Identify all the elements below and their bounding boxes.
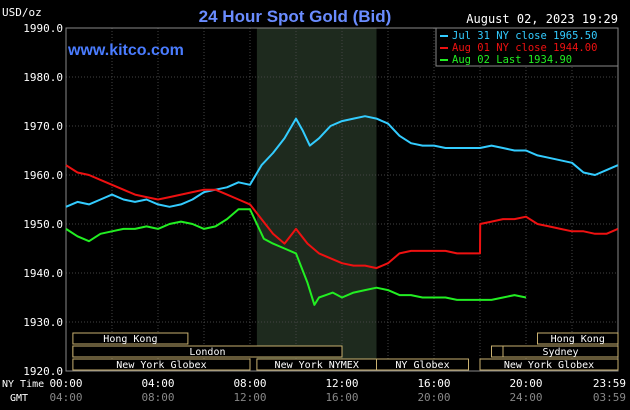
session-box <box>376 358 469 371</box>
x-tick-label-ny: 20:00 <box>509 377 542 390</box>
x-axis-ny-label: NY Time <box>2 379 44 390</box>
y-tick-label: 1960.0 <box>23 169 63 182</box>
x-tick-label-ny: 23:59 <box>593 377 626 390</box>
y-tick-label: 1970.0 <box>23 120 63 133</box>
session-box <box>72 345 343 358</box>
market-sessions: Hong Kong London New York Globex New York N… <box>72 332 619 371</box>
x-tick-label-ny: 08:00 <box>233 377 266 390</box>
y-axis-unit-label: USD/oz <box>2 6 42 19</box>
session-tab <box>491 345 504 358</box>
y-tick-label: 1920.0 <box>23 365 63 378</box>
series-line-3 <box>65 208 527 306</box>
x-tick-label-ny: 00:00 <box>49 377 82 390</box>
x-tick-label-gmt: 20:00 <box>417 391 450 404</box>
y-tick-label: 1930.0 <box>23 316 63 329</box>
session-label: New York NYMEX <box>275 360 359 371</box>
y-tick-label: 1950.0 <box>23 218 63 231</box>
watermark: www.kitco.com <box>67 42 184 59</box>
session-box <box>502 345 619 358</box>
chart-text: 24 Hour Spot Gold (Bid) USD/oz August 02… <box>2 6 618 404</box>
x-tick-label-gmt: 04:00 <box>49 391 82 404</box>
legend-entry: Aug 01 NY close 1944.00 <box>452 42 597 54</box>
y-tick-label: 1940.0 <box>23 267 63 280</box>
session-label: Hong Kong <box>103 334 157 345</box>
series-line-2 <box>65 164 619 270</box>
x-tick-label-gmt: 03:59 <box>593 391 626 404</box>
legend-box <box>435 27 619 67</box>
session-label: New York Globex <box>504 360 594 371</box>
x-tick-label-ny: 04:00 <box>141 377 174 390</box>
session-label: Sydney <box>542 347 578 358</box>
x-tick-label-gmt: 08:00 <box>141 391 174 404</box>
timestamp: August 02, 2023 19:29 <box>466 12 618 26</box>
session-label: London <box>189 347 225 358</box>
session-box <box>537 332 619 345</box>
legend-entry: Jul 31 NY close 1965.50 <box>452 30 597 42</box>
session-box <box>72 358 251 371</box>
session-box <box>72 332 189 345</box>
x-tick-label-gmt: 12:00 <box>233 391 266 404</box>
legend-entry: Aug 02 Last 1934.90 <box>452 54 572 66</box>
x-tick-label-ny: 12:00 <box>325 377 358 390</box>
y-tick-label: 1990.0 <box>23 22 63 35</box>
session-label: NY Globex <box>395 360 449 371</box>
session-label: Hong Kong <box>551 334 605 345</box>
session-box <box>479 358 619 371</box>
x-tick-label-gmt: 24:00 <box>509 391 542 404</box>
x-axis-gmt-label: GMT <box>10 393 28 404</box>
session-label: New York Globex <box>116 360 206 371</box>
grid <box>65 27 619 372</box>
nymex-shaded-region <box>256 28 377 371</box>
axes: 1990.0 1980.0 1970.0 1960.0 1950.0 1940.0 1930… <box>23 22 626 404</box>
series-lines <box>65 115 619 306</box>
x-tick-label-ny: 16:00 <box>417 377 450 390</box>
y-tick-label: 1980.0 <box>23 71 63 84</box>
series-line-1 <box>65 115 619 208</box>
x-tick-label-gmt: 16:00 <box>325 391 358 404</box>
plot-frame <box>65 27 619 372</box>
chart-title: 24 Hour Spot Gold (Bid) <box>199 7 392 26</box>
